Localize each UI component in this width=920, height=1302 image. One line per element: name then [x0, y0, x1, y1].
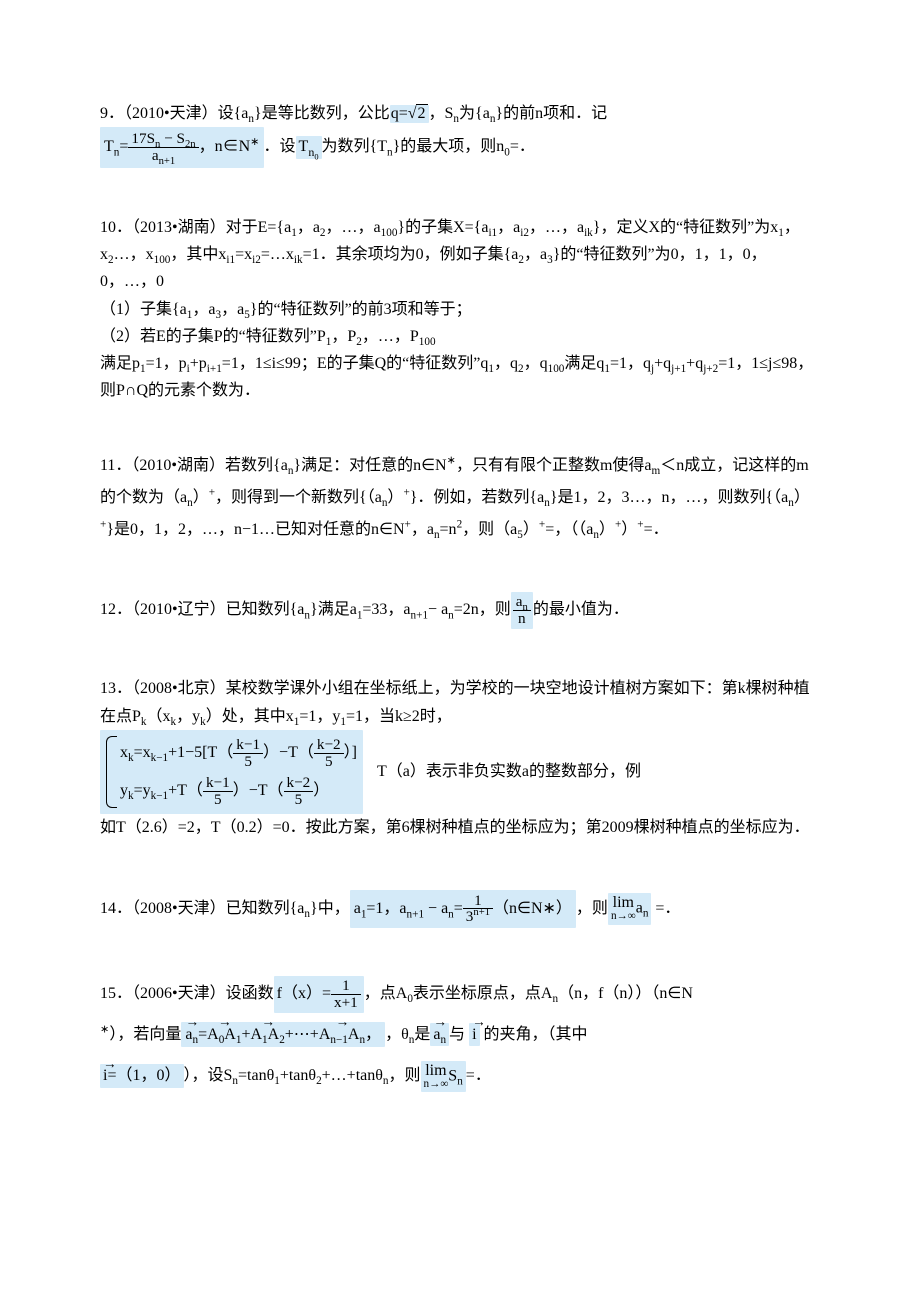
source: （2010•天津）: [124, 105, 218, 122]
page-content: 9．（2010•天津）设{an}是等比数列，公比q=√2，Sn为{an}的前n项…: [0, 0, 920, 1183]
problem-10-part1: （1）子集{a1，a3，a5}的“特征数列”的前3项和等于；: [100, 296, 820, 323]
formula-frac-an-n: ann: [511, 592, 533, 629]
formula-tn: Tn=17Sn − S2nan+1，n∈N∗: [100, 127, 264, 168]
formula-lim-sn: limn→∞Sn: [421, 1061, 466, 1092]
formula-14-lim: limn→∞an: [608, 893, 651, 924]
num: 9: [100, 105, 108, 122]
problem-11-body: 11．（2010•湖南）若数列{an}满足：对任意的n∈N∗，只有有限个正整数m…: [100, 450, 820, 546]
problem-9-line1: 9．（2010•天津）设{an}是等比数列，公比q=√2，Sn为{an}的前n项…: [100, 100, 820, 127]
problem-15-l3: i=i=（1，0）（1，0）），设Sn=tanθ1+tanθ2+…+tanθn，…: [100, 1055, 820, 1097]
problem-15-l1: 15．（2006•天津）设函数f（x）=1x+1，点A0表示坐标原点，点An（n…: [100, 975, 820, 1013]
problem-13-l1: 13．（2008•北京）某校数学课外小组在坐标纸上，为学校的一块空地设计植树方案…: [100, 675, 820, 729]
formula-14: a1=1，an+1 − an=13n+1（n∈N∗）: [350, 890, 576, 929]
problem-10-part2: （2）若E的子集P的“特征数列”P1，P2，…，P100: [100, 323, 820, 350]
formula-vec-i: i: [469, 1023, 479, 1047]
problem-11: 11．（2010•湖南）若数列{an}满足：对任意的n∈N∗，只有有限个正整数m…: [100, 450, 820, 546]
problem-15-l2: ∗），若向量an=A0A1+A1A2+⋯+An−1An，，θn是an与 i 的夹…: [100, 1014, 820, 1056]
problem-13-tail: 如T（2.6）=2，T（0.2）=0．按此方案，第6棵树种植点的坐标应为；第20…: [100, 814, 820, 841]
problem-14-body: 14．（2008•天津）已知数列{an}中，a1=1，an+1 − an=13n…: [100, 888, 820, 930]
formula-q: q=√2: [390, 105, 429, 123]
formula-vec-an2: an: [430, 1023, 449, 1047]
problem-12: 12．（2010•辽宁）已知数列{an}满足a1=33，an+1− an=2n，…: [100, 592, 820, 629]
problem-13-brace-row: xk=xk−1+1−5[T（k−15）−T（k−25）] yk=yk−1+T（k…: [100, 730, 820, 815]
brace-side-text: T（a）表示非负实数a的整数部分，例: [377, 759, 641, 785]
formula-vec-sum: an=A0A1+A1A2+⋯+An−1An，: [181, 1022, 385, 1048]
problem-15: 15．（2006•天津）设函数f（x）=1x+1，点A0表示坐标原点，点An（n…: [100, 975, 820, 1097]
formula-i-def: i=i=（1，0）（1，0）: [100, 1064, 184, 1088]
problem-9-line2: Tn=17Sn − S2nan+1，n∈N∗ ．设Tn0为数列{Tn}的最大项，…: [100, 127, 820, 168]
problem-9: 9．（2010•天津）设{an}是等比数列，公比q=√2，Sn为{an}的前n项…: [100, 100, 820, 168]
problem-10: 10．（2013•湖南）对于E={a1，a2，…，a100}的子集X={ai1，…: [100, 214, 820, 404]
problem-13: 13．（2008•北京）某校数学课外小组在坐标纸上，为学校的一块空地设计植树方案…: [100, 675, 820, 841]
problem-10-body: 10．（2013•湖南）对于E={a1，a2，…，a100}的子集X={ai1，…: [100, 214, 820, 296]
formula-tn0: Tn0: [296, 136, 322, 159]
formula-fx: f（x）=1x+1: [274, 976, 364, 1013]
problem-14: 14．（2008•天津）已知数列{an}中，a1=1，an+1 − an=13n…: [100, 888, 820, 930]
problem-10-cond: 满足p1=1，pi+pi+1=1，1≤i≤99；E的子集Q的“特征数列”q1，q…: [100, 350, 820, 404]
brace-system: xk=xk−1+1−5[T（k−15）−T（k−25）] yk=yk−1+T（k…: [100, 730, 363, 815]
problem-12-body: 12．（2010•辽宁）已知数列{an}满足a1=33，an+1− an=2n，…: [100, 592, 820, 629]
